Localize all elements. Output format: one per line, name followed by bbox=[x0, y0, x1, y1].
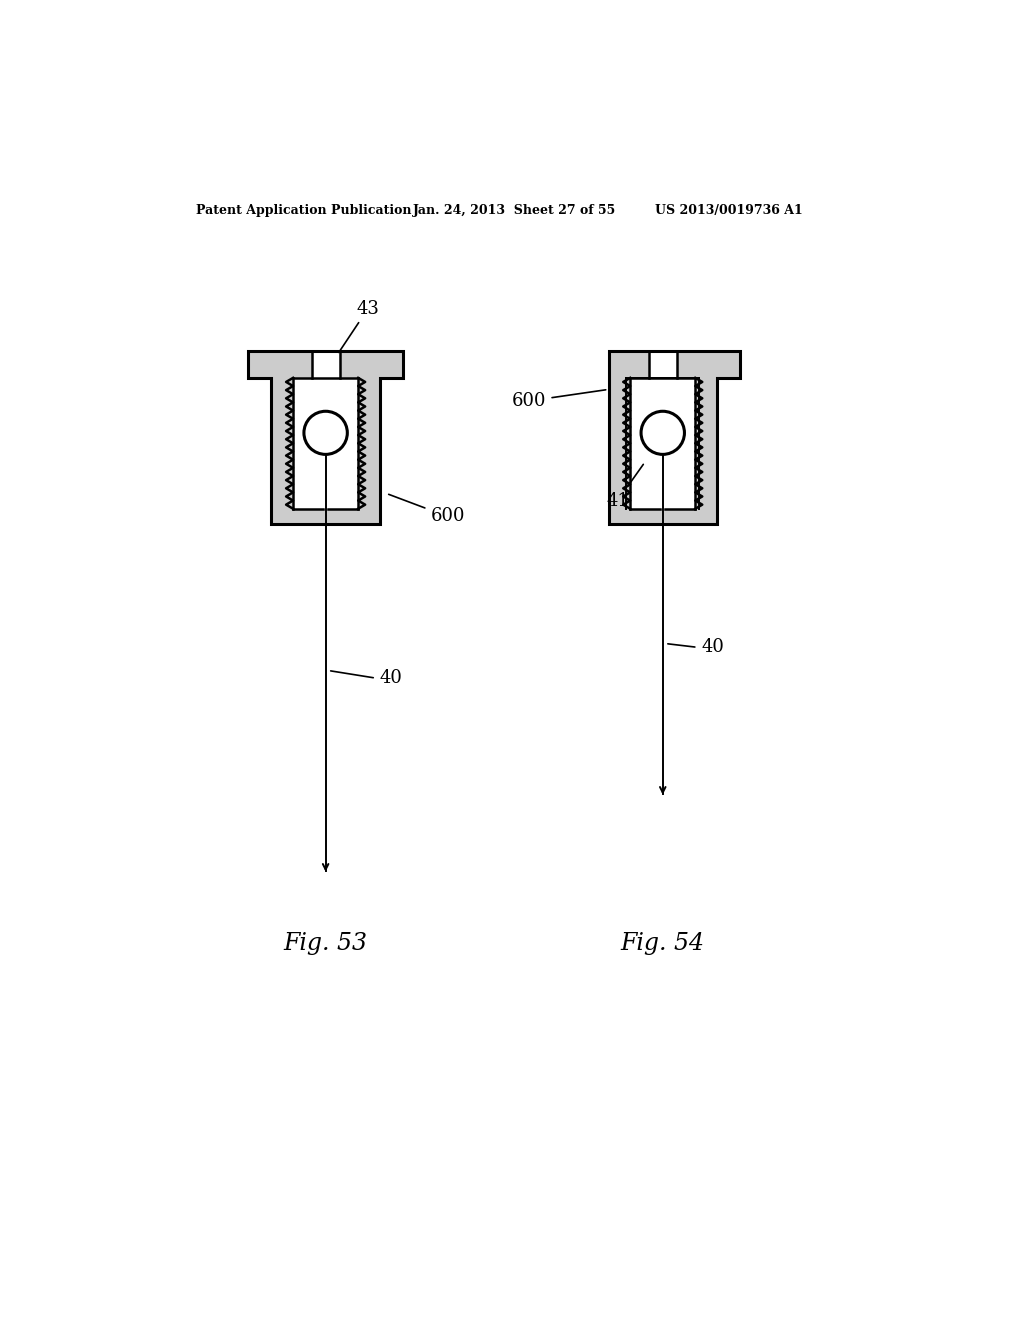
Text: 600: 600 bbox=[389, 494, 465, 525]
Polygon shape bbox=[271, 378, 380, 524]
Polygon shape bbox=[293, 378, 358, 508]
Text: 600: 600 bbox=[512, 389, 606, 411]
Polygon shape bbox=[380, 351, 403, 378]
Text: US 2013/0019736 A1: US 2013/0019736 A1 bbox=[655, 205, 803, 218]
Polygon shape bbox=[677, 351, 717, 378]
Circle shape bbox=[641, 412, 684, 454]
Polygon shape bbox=[340, 351, 380, 378]
Text: 40: 40 bbox=[380, 669, 402, 688]
Polygon shape bbox=[311, 351, 340, 378]
Text: 41: 41 bbox=[606, 465, 643, 510]
Text: Fig. 54: Fig. 54 bbox=[621, 932, 705, 956]
Text: Fig. 53: Fig. 53 bbox=[284, 932, 368, 956]
Polygon shape bbox=[608, 378, 717, 524]
Circle shape bbox=[304, 412, 347, 454]
Text: 43: 43 bbox=[339, 300, 380, 352]
Polygon shape bbox=[248, 351, 271, 378]
Polygon shape bbox=[608, 351, 649, 378]
Text: 40: 40 bbox=[701, 639, 724, 656]
Polygon shape bbox=[717, 351, 740, 378]
Polygon shape bbox=[630, 378, 695, 508]
Text: Jan. 24, 2013  Sheet 27 of 55: Jan. 24, 2013 Sheet 27 of 55 bbox=[414, 205, 616, 218]
Text: Patent Application Publication: Patent Application Publication bbox=[197, 205, 412, 218]
Polygon shape bbox=[649, 351, 677, 378]
Polygon shape bbox=[271, 351, 311, 378]
